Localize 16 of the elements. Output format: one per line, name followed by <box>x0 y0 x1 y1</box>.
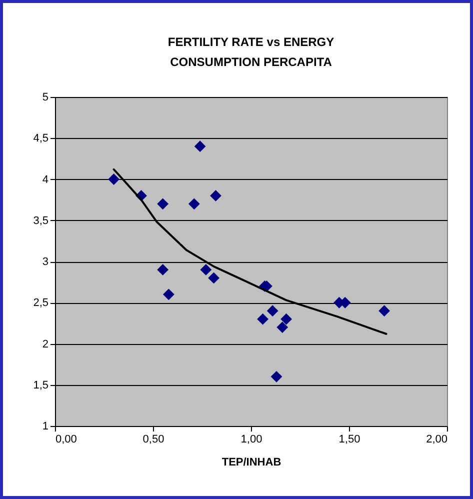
y-tick-label: 3 <box>42 256 48 268</box>
x-tick-label: 0,00 <box>56 434 77 446</box>
y-tick-label: 4 <box>42 174 48 186</box>
x-tick-label: 1,00 <box>240 434 262 446</box>
chart-title: FERTILITY RATE vs ENERGY CONSUMPTION PERCAPITA <box>168 35 334 69</box>
x-axis-title: TEP/INHAB <box>222 456 282 468</box>
y-tick-label: 4,5 <box>33 132 48 145</box>
y-tick-label: 2,5 <box>33 297 48 310</box>
y-tick-label: 2 <box>42 338 48 350</box>
y-tick-label: 1 <box>42 420 48 432</box>
x-tick-label: 1,50 <box>338 434 360 446</box>
y-tick-label: 3,5 <box>33 214 48 227</box>
x-tick-label: 2,00 <box>426 434 448 446</box>
y-tick-label: 1,5 <box>33 379 48 392</box>
x-tick-label: 0,50 <box>142 434 164 446</box>
y-tick-label: 5 <box>42 92 48 104</box>
